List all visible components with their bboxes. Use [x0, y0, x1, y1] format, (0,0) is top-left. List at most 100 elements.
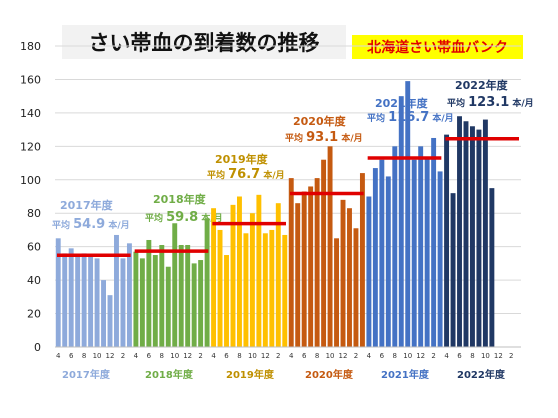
x-tick-label: 12: [494, 352, 503, 360]
bar: [172, 223, 178, 347]
bar: [262, 233, 268, 347]
bar: [126, 243, 132, 347]
bar: [398, 96, 404, 348]
bar: [159, 244, 165, 347]
x-tick-label: 8: [160, 352, 164, 360]
bar: [249, 213, 255, 347]
bar: [146, 239, 152, 347]
x-tick-label: 2: [354, 352, 358, 360]
x-tick-label: 12: [416, 352, 425, 360]
bank-badge: 北海道さい帯血バンク: [352, 35, 523, 59]
x-year-label: 2022年度: [457, 368, 506, 381]
bar: [469, 126, 475, 348]
y-tick-label: 140: [20, 107, 41, 120]
x-tick-label: 6: [224, 352, 229, 360]
x-tick-label: 2: [198, 352, 202, 360]
x-tick-label: 10: [326, 352, 335, 360]
bar: [204, 218, 210, 347]
bar: [405, 81, 411, 347]
bar: [256, 194, 262, 347]
bar: [457, 116, 462, 347]
x-tick-label: 10: [403, 352, 412, 360]
y-tick-label: 180: [20, 40, 41, 53]
bar: [308, 186, 314, 347]
x-year-label: 2017年度: [62, 368, 111, 381]
y-tick-label: 80: [27, 207, 41, 220]
y-tick-label: 120: [20, 140, 41, 153]
x-tick-label: 2: [121, 352, 125, 360]
x-tick-label: 4: [444, 352, 449, 360]
x-tick-label: 12: [183, 352, 192, 360]
x-tick-label: 10: [170, 352, 179, 360]
bar: [269, 229, 275, 347]
x-year-label: 2020年度: [305, 368, 354, 381]
bar: [321, 159, 327, 347]
y-tick-label: 60: [27, 241, 41, 254]
x-tick-label: 6: [69, 352, 74, 360]
bar: [372, 168, 378, 347]
bar: [120, 258, 126, 347]
bar: [101, 280, 107, 347]
x-tick-label: 12: [106, 352, 115, 360]
bar: [431, 137, 437, 347]
bar: [68, 248, 74, 347]
average-label: 平均 54.9 本/月: [52, 217, 130, 232]
bar: [288, 178, 294, 347]
series-name-label: 2019年度: [215, 152, 269, 166]
x-tick-label: 12: [261, 352, 270, 360]
series-name-label: 2022年度: [455, 78, 509, 92]
bar: [379, 159, 385, 347]
bar: [230, 204, 236, 347]
x-tick-label: 10: [248, 352, 257, 360]
bar: [340, 199, 346, 347]
bar: [178, 244, 184, 347]
x-year-label: 2018年度: [145, 368, 194, 381]
average-label: 平均 76.7 本/月: [207, 167, 285, 182]
bar: [301, 191, 307, 347]
x-year-label: 2019年度: [226, 368, 275, 381]
x-tick-label: 8: [393, 352, 397, 360]
x-tick-label: 10: [481, 352, 490, 360]
bar: [282, 234, 288, 347]
x-tick-label: 4: [134, 352, 139, 360]
bar: [385, 176, 391, 347]
bar: [418, 146, 424, 347]
x-year-label: 2021年度: [381, 368, 430, 381]
bar: [75, 255, 81, 347]
bar: [243, 233, 249, 347]
bar: [81, 253, 87, 347]
bar: [114, 234, 119, 347]
bar: [463, 121, 469, 347]
bar: [275, 203, 281, 347]
x-tick-label: 10: [93, 352, 102, 360]
bar: [314, 178, 320, 347]
bar: [392, 146, 398, 347]
x-tick-label: 6: [302, 352, 307, 360]
average-label: 平均 116.7 本/月: [367, 110, 454, 125]
average-label: 平均 93.1 本/月: [285, 130, 363, 145]
bar: [88, 255, 94, 347]
bar: [295, 203, 301, 347]
bar: [327, 146, 333, 347]
bar: [139, 258, 145, 347]
x-tick-label: 4: [289, 352, 294, 360]
x-tick-label: 6: [380, 352, 385, 360]
y-tick-label: 0: [34, 341, 41, 354]
y-tick-label: 20: [27, 308, 41, 321]
bar: [424, 158, 430, 347]
bar: [217, 229, 223, 347]
y-tick-label: 160: [20, 73, 41, 86]
x-tick-label: 2: [509, 352, 513, 360]
bar: [133, 251, 139, 347]
bar: [359, 173, 365, 347]
bar: [224, 255, 229, 347]
bar: [185, 244, 191, 347]
x-tick-label: 6: [457, 352, 462, 360]
bar: [55, 238, 61, 347]
x-tick-label: 4: [211, 352, 216, 360]
bar: [236, 196, 242, 347]
bar: [411, 159, 417, 347]
bar: [62, 253, 68, 347]
bar: [366, 196, 372, 347]
